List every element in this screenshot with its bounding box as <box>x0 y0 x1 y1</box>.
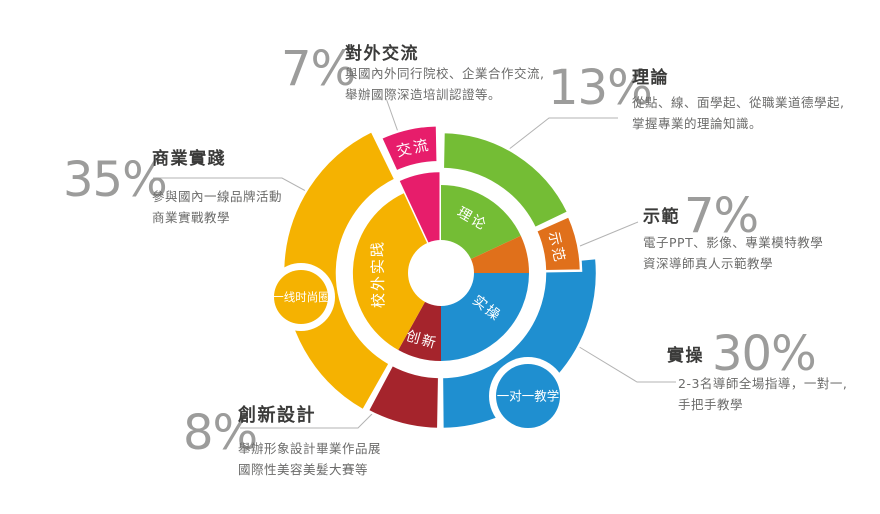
desc-line: 參與國內一線品牌活動 <box>152 189 283 204</box>
donut-hole <box>408 240 474 306</box>
segment-arc-chuangxin <box>366 363 441 431</box>
callout-shicao-percent: 30% <box>712 326 817 382</box>
satellite-circle-0 <box>274 270 328 324</box>
callout-lilun-desc: 從點、線、面學起、從職業道德學起, 掌握專業的理論知識。 <box>632 92 844 134</box>
callout-shifan-percent: 7% <box>684 188 759 244</box>
desc-line: 與國內外同行院校、企業合作交流, <box>345 66 545 81</box>
desc-line: 掌握專業的理論知識。 <box>632 116 763 131</box>
callout-shangye-desc: 參與國內一線品牌活動 商業實戰教學 <box>152 186 282 228</box>
desc-line: 手把手教學 <box>678 397 744 412</box>
callout-shicao-desc: 2-3名導師全場指導，一對一, 手把手教學 <box>678 373 847 415</box>
callout-duiwai-desc: 與國內外同行院校、企業合作交流, 舉辦國際深造培訓認證等。 <box>345 63 544 105</box>
segment-label-shifan: 示范 <box>545 230 569 265</box>
segment-label-xiaowai: 校外实践 <box>368 240 387 308</box>
callout-lilun-percent: 13% <box>548 60 653 116</box>
callout-shifan-desc: 電子PPT、影像、專業模特教學 資深導師真人示範教學 <box>643 232 823 274</box>
desc-line: 從點、線、面學起、從職業道德學起, <box>632 95 845 110</box>
callout-shangye-title: 商業實踐 <box>152 149 226 169</box>
callout-chuangxin-desc: 舉辦形象設計畢業作品展 國際性美容美髮大賽等 <box>238 438 381 480</box>
leader-line-1 <box>507 117 618 151</box>
segment-arc-jiaoliu <box>379 123 439 174</box>
callout-chuangxin-percent: 8% <box>183 405 258 461</box>
segment-arc-shifan <box>534 214 583 273</box>
segment-arc-lilun <box>441 130 570 230</box>
desc-line: 電子PPT、影像、專業模特教學 <box>643 235 824 250</box>
callout-shangye-percent: 35% <box>63 152 168 208</box>
desc-line: 商業實戰教學 <box>152 210 231 225</box>
desc-line: 國際性美容美髮大賽等 <box>238 462 369 477</box>
callout-shicao-title: 實操 <box>667 346 704 366</box>
satellite-circle-1 <box>496 364 560 428</box>
desc-line: 舉辦形象設計畢業作品展 <box>238 441 382 456</box>
satellite-label-1: 一对一教学 <box>497 389 560 404</box>
leader-line-2 <box>579 221 639 247</box>
segment-wedge-xiaowai <box>352 193 441 350</box>
callout-duiwai-percent: 7% <box>281 41 356 97</box>
desc-line: 舉辦國際深造培訓認證等。 <box>345 87 502 102</box>
callout-duiwai-title: 對外交流 <box>345 44 419 64</box>
desc-line: 2-3名導師全場指導，一對一, <box>678 376 848 391</box>
leader-line-3 <box>575 344 676 383</box>
callout-lilun-title: 理論 <box>632 68 669 88</box>
desc-line: 資深導師真人示範教學 <box>643 256 774 271</box>
callout-shifan-title: 示範 <box>643 207 680 227</box>
segment-arc-xiaowai <box>281 129 398 413</box>
satellite-label-0: 一线时尚圈 <box>272 290 330 304</box>
callout-chuangxin-title: 創新設計 <box>238 405 316 426</box>
segment-arc-shicao <box>440 256 599 431</box>
